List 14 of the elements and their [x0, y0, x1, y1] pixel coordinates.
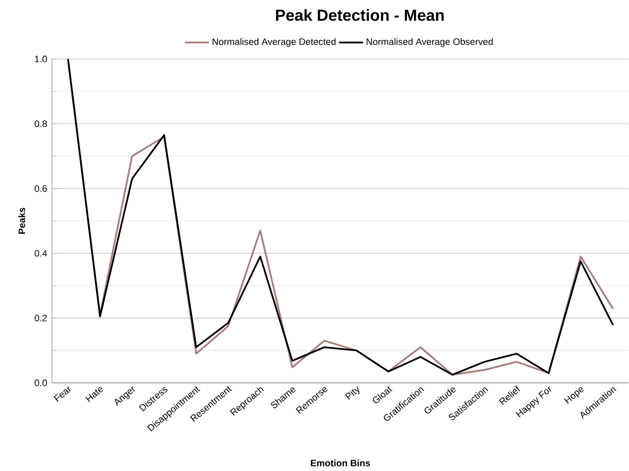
x-tick-label: Pity	[345, 386, 360, 400]
y-tick-label: 0.2	[34, 314, 47, 322]
chart-title: Peak Detection - Mean	[276, 9, 444, 21]
legend-label: Normalised Average Observed	[366, 38, 493, 47]
y-tick-label: 0.6	[34, 185, 47, 192]
legend-label: Normalised Average Detected	[212, 38, 336, 47]
y-tick-label: 1.0	[35, 56, 47, 62]
y-tick-label: 0.4	[34, 250, 47, 257]
y-tick-label: 0.0	[34, 380, 47, 386]
y-axis-title: Peaks	[18, 208, 26, 234]
line-series	[67, 59, 614, 376]
x-tick-label: Hate	[85, 387, 103, 402]
x-axis-title: Emotion Bins	[310, 460, 370, 466]
y-tick-label: 0.8	[34, 120, 47, 128]
